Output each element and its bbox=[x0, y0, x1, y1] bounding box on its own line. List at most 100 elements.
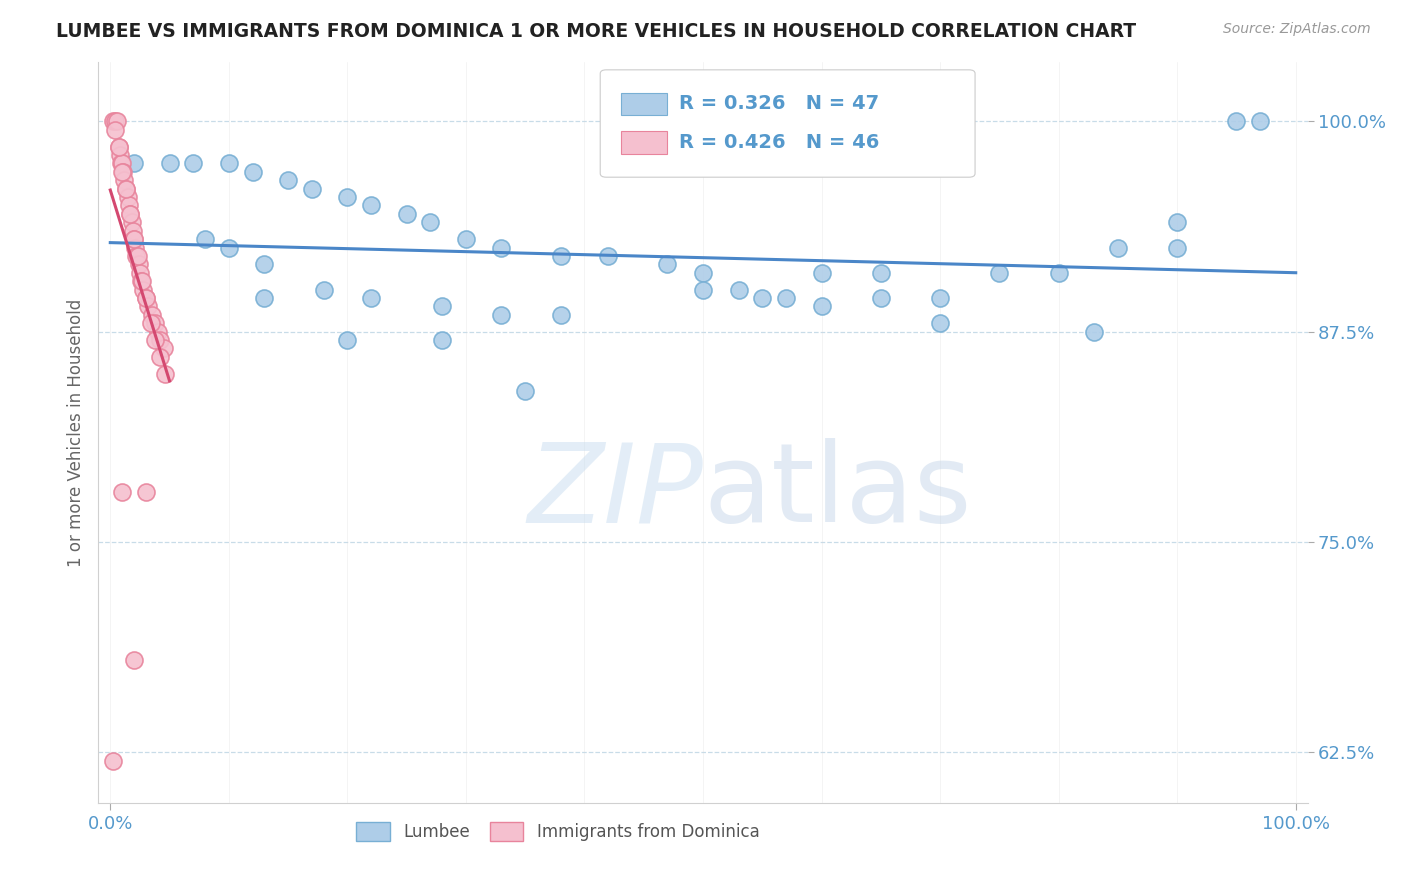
Point bbox=[101, 114, 124, 128]
FancyBboxPatch shape bbox=[600, 70, 976, 178]
Point bbox=[120, 207, 142, 221]
Point bbox=[181, 156, 204, 170]
FancyBboxPatch shape bbox=[621, 131, 666, 153]
Point bbox=[152, 342, 174, 356]
Point bbox=[146, 325, 169, 339]
Point bbox=[360, 198, 382, 212]
Point bbox=[114, 173, 136, 187]
Point bbox=[491, 240, 513, 254]
Point bbox=[550, 308, 572, 322]
Point bbox=[117, 190, 139, 204]
Point bbox=[128, 257, 150, 271]
Point bbox=[360, 291, 382, 305]
Point bbox=[101, 754, 124, 768]
Point bbox=[121, 224, 143, 238]
Point bbox=[135, 291, 157, 305]
Legend: Lumbee, Immigrants from Dominica: Lumbee, Immigrants from Dominica bbox=[350, 815, 766, 847]
Text: R = 0.426   N = 46: R = 0.426 N = 46 bbox=[679, 133, 879, 152]
Point bbox=[122, 232, 145, 246]
Point bbox=[810, 300, 832, 314]
Point bbox=[122, 156, 145, 170]
Point bbox=[242, 165, 264, 179]
Point bbox=[129, 266, 152, 280]
Point bbox=[419, 215, 441, 229]
Point bbox=[336, 333, 359, 347]
Point bbox=[1083, 325, 1105, 339]
Point bbox=[149, 333, 172, 347]
Point bbox=[143, 333, 166, 347]
Point bbox=[111, 484, 134, 499]
Point bbox=[104, 122, 127, 136]
Point bbox=[121, 215, 143, 229]
Point bbox=[218, 156, 240, 170]
Text: ZIP: ZIP bbox=[527, 438, 703, 545]
Point bbox=[515, 384, 537, 398]
Point bbox=[107, 139, 129, 153]
Point bbox=[141, 308, 163, 322]
Point bbox=[277, 173, 299, 187]
Point bbox=[810, 266, 832, 280]
Point bbox=[432, 300, 454, 314]
Point bbox=[153, 367, 176, 381]
Point bbox=[692, 266, 714, 280]
Point bbox=[135, 291, 157, 305]
Point bbox=[432, 333, 454, 347]
Point bbox=[114, 181, 136, 195]
Point bbox=[395, 207, 418, 221]
Point bbox=[1107, 240, 1129, 254]
Point bbox=[111, 165, 134, 179]
Point bbox=[127, 249, 149, 263]
Point bbox=[118, 198, 141, 212]
Point bbox=[159, 156, 181, 170]
Point bbox=[105, 114, 128, 128]
Point bbox=[751, 291, 773, 305]
Point bbox=[312, 283, 335, 297]
Point bbox=[301, 181, 323, 195]
Point bbox=[122, 232, 145, 246]
FancyBboxPatch shape bbox=[621, 93, 666, 115]
Point bbox=[125, 249, 148, 263]
Point bbox=[1249, 114, 1271, 128]
Point bbox=[929, 316, 952, 330]
Point bbox=[1225, 114, 1247, 128]
Point bbox=[253, 257, 276, 271]
Point bbox=[929, 291, 952, 305]
Point bbox=[1166, 240, 1188, 254]
Text: atlas: atlas bbox=[703, 438, 972, 545]
Point bbox=[124, 240, 146, 254]
Point bbox=[775, 291, 797, 305]
Point bbox=[491, 308, 513, 322]
Point bbox=[129, 274, 152, 288]
Point bbox=[194, 232, 217, 246]
Point bbox=[657, 257, 679, 271]
Point bbox=[869, 291, 891, 305]
Point bbox=[111, 156, 134, 170]
Point bbox=[104, 114, 127, 128]
Point bbox=[136, 300, 159, 314]
Point bbox=[598, 249, 620, 263]
Point bbox=[336, 190, 359, 204]
Y-axis label: 1 or more Vehicles in Household: 1 or more Vehicles in Household bbox=[66, 299, 84, 566]
Text: Source: ZipAtlas.com: Source: ZipAtlas.com bbox=[1223, 22, 1371, 37]
Point bbox=[218, 240, 240, 254]
Point bbox=[253, 291, 276, 305]
Point bbox=[1166, 215, 1188, 229]
Point bbox=[692, 283, 714, 297]
Point bbox=[988, 266, 1011, 280]
Point bbox=[139, 316, 162, 330]
Point bbox=[550, 249, 572, 263]
Point bbox=[454, 232, 477, 246]
Point bbox=[110, 156, 132, 170]
Text: R = 0.326   N = 47: R = 0.326 N = 47 bbox=[679, 95, 879, 113]
Point bbox=[122, 653, 145, 667]
Point bbox=[149, 350, 172, 364]
Point bbox=[143, 316, 166, 330]
Point bbox=[135, 484, 157, 499]
Point bbox=[1047, 266, 1070, 280]
Point bbox=[112, 165, 135, 179]
Text: LUMBEE VS IMMIGRANTS FROM DOMINICA 1 OR MORE VEHICLES IN HOUSEHOLD CORRELATION C: LUMBEE VS IMMIGRANTS FROM DOMINICA 1 OR … bbox=[56, 22, 1136, 41]
Point bbox=[108, 148, 131, 162]
Point bbox=[107, 139, 129, 153]
Point bbox=[131, 274, 153, 288]
Point bbox=[132, 283, 155, 297]
